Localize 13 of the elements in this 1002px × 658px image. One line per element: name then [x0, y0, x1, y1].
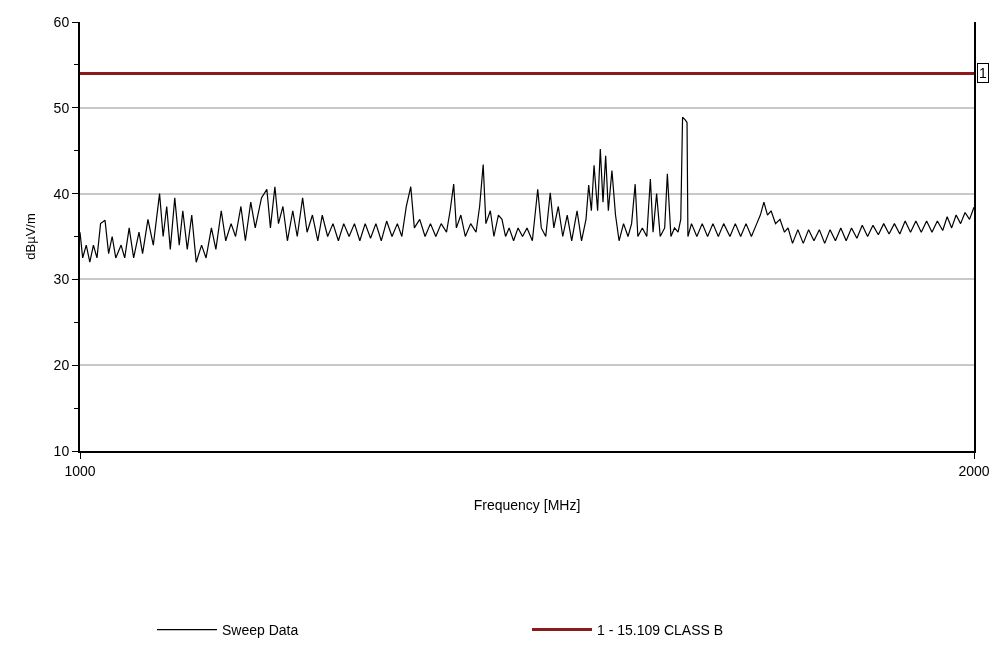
y-tick-label: 10: [53, 442, 70, 459]
y-tick-label: 40: [53, 185, 70, 202]
x-tick-label: 2000: [958, 462, 990, 479]
y-tick-label: 60: [53, 13, 70, 30]
y-tick-label: 20: [53, 357, 70, 374]
legend-label: 1 - 15.109 CLASS B: [597, 622, 724, 639]
y-tick-label: 50: [53, 99, 70, 116]
annotation: 1: [979, 65, 987, 81]
y-axis-title: dBµV/m: [23, 213, 39, 260]
y-tick-label: 30: [53, 271, 70, 288]
x-axis-title: Frequency [MHz]: [473, 496, 581, 513]
legend-label: Sweep Data: [222, 622, 299, 639]
x-tick-label: 1000: [64, 462, 96, 479]
